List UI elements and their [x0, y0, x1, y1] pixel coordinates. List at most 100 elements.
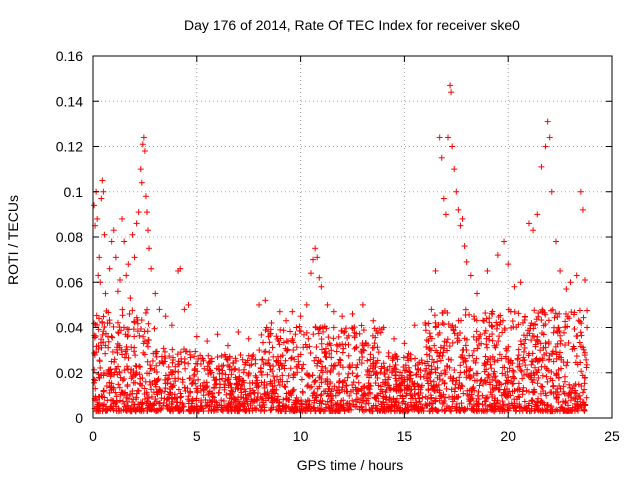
data-point — [151, 325, 158, 332]
x-tick-label: 0 — [89, 428, 97, 444]
data-point — [116, 384, 123, 391]
data-point — [440, 195, 447, 202]
data-point — [99, 177, 106, 184]
data-point — [426, 330, 433, 337]
data-point — [166, 353, 173, 360]
data-point — [520, 384, 527, 391]
data-point — [525, 220, 532, 227]
data-point — [543, 350, 550, 357]
data-point — [531, 364, 538, 371]
data-point — [268, 319, 275, 326]
data-point — [108, 238, 115, 245]
data-point — [100, 188, 107, 195]
data-point — [521, 371, 528, 378]
data-point — [276, 341, 283, 348]
data-point — [455, 206, 462, 213]
data-point — [317, 392, 324, 399]
data-point — [582, 276, 589, 283]
data-point — [152, 290, 159, 297]
data-point — [125, 261, 132, 268]
data-point — [119, 398, 126, 405]
data-point — [114, 349, 121, 356]
data-point — [135, 209, 142, 216]
data-point — [168, 322, 175, 329]
data-point — [474, 345, 481, 352]
data-point — [260, 339, 267, 346]
data-point — [422, 368, 429, 375]
data-point — [165, 363, 172, 370]
data-point — [156, 306, 163, 313]
data-point — [453, 188, 460, 195]
data-point — [522, 336, 529, 343]
data-point — [262, 297, 269, 304]
data-point — [537, 347, 544, 354]
data-point — [400, 363, 407, 370]
data-point — [303, 301, 310, 308]
x-axis-label: GPS time / hours — [297, 457, 404, 473]
data-point — [334, 343, 341, 350]
data-point — [324, 301, 331, 308]
data-point — [522, 362, 529, 369]
data-point — [264, 371, 271, 378]
data-point — [412, 386, 419, 393]
data-point — [123, 272, 130, 279]
data-point — [584, 324, 591, 331]
data-point — [110, 227, 117, 234]
data-point — [556, 349, 563, 356]
data-point — [489, 337, 496, 344]
data-point — [560, 329, 567, 336]
data-point — [495, 338, 502, 345]
data-point — [542, 143, 549, 150]
data-point — [534, 211, 541, 218]
data-point — [423, 351, 430, 358]
data-point — [529, 350, 536, 357]
data-point — [117, 397, 124, 404]
data-point — [121, 238, 128, 245]
data-point — [538, 163, 545, 170]
data-point — [313, 354, 320, 361]
data-point — [138, 179, 145, 186]
data-point — [494, 357, 501, 364]
data-point — [210, 374, 217, 381]
data-point — [177, 349, 184, 356]
data-point — [530, 325, 537, 332]
data-point — [307, 270, 314, 277]
data-point — [266, 349, 273, 356]
data-point — [432, 267, 439, 274]
data-point — [528, 337, 535, 344]
data-point — [98, 344, 105, 351]
y-tick-label: 0.02 — [56, 365, 83, 381]
data-point — [292, 331, 299, 338]
data-point — [131, 254, 138, 261]
data-point — [245, 335, 252, 342]
y-tick-label: 0.04 — [56, 320, 83, 336]
data-point — [162, 313, 169, 320]
data-point — [101, 231, 108, 238]
data-point — [576, 307, 583, 314]
data-point — [137, 166, 144, 173]
data-point — [273, 397, 280, 404]
data-point — [463, 258, 470, 265]
data-point — [96, 254, 103, 261]
data-point — [436, 134, 443, 141]
data-point — [124, 363, 131, 370]
data-point — [442, 394, 449, 401]
data-point — [581, 386, 588, 393]
data-point — [145, 227, 152, 234]
data-point — [247, 402, 254, 409]
data-point — [483, 341, 490, 348]
data-point — [222, 371, 229, 378]
data-point — [106, 265, 113, 272]
data-point — [266, 339, 273, 346]
data-point — [530, 227, 537, 234]
data-point — [569, 385, 576, 392]
data-point — [210, 394, 217, 401]
data-point — [213, 380, 220, 387]
data-point — [462, 342, 469, 349]
data-point — [454, 394, 461, 401]
data-point — [544, 378, 551, 385]
data-point — [454, 332, 461, 339]
data-point — [283, 317, 290, 324]
data-point — [525, 352, 532, 359]
data-point — [447, 82, 454, 89]
